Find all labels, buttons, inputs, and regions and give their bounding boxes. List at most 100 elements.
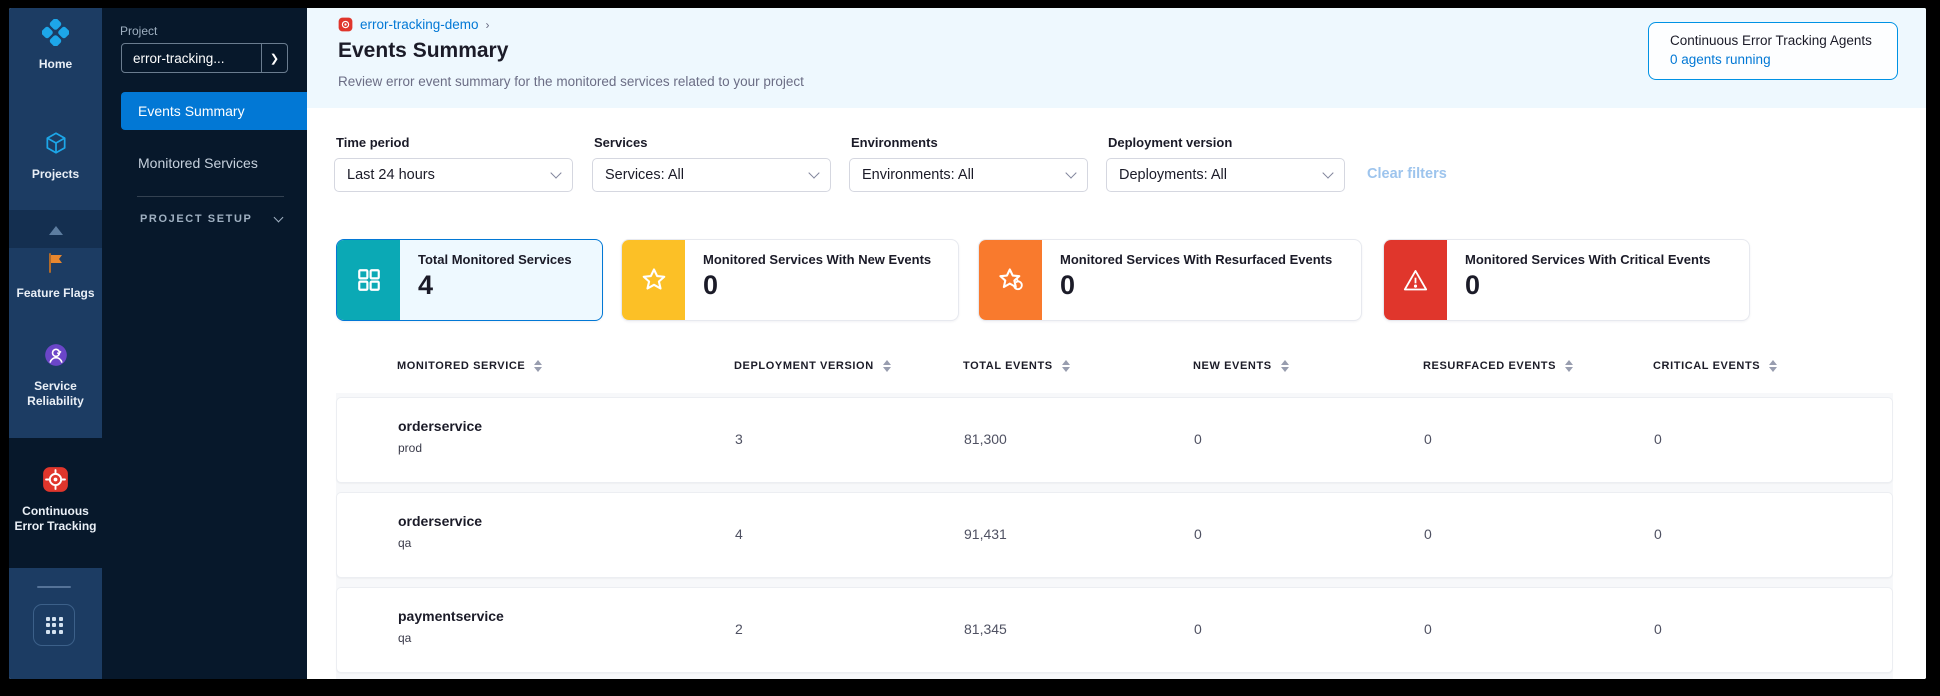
breadcrumb: error-tracking-demo › [338,17,490,32]
service-name: orderservice [398,418,483,434]
nav-item-label: Continuous Error Tracking [14,504,97,533]
column-header-resurfaced-events[interactable]: RESURFACED EVENTS [1423,360,1574,372]
card-total-monitored-services[interactable]: Total Monitored Services 4 [336,239,603,321]
deployments-dropdown[interactable]: Deployments: All [1106,158,1345,192]
card-label: Monitored Services With New Events [703,252,932,267]
card-value: 0 [1465,270,1481,300]
sort-icon [1061,360,1070,372]
chevron-down-icon [273,212,283,222]
nav-item-label: Service Reliability [27,379,84,408]
column-header-monitored-service[interactable]: MONITORED SERVICE [397,360,543,372]
deployment-version-cell: 2 [735,621,743,637]
resurfaced-events-cell: 0 [1424,431,1432,447]
nav-item-projects[interactable]: Projects [9,130,102,182]
table-row[interactable]: orderservice prod 3 81,300 0 0 0 [336,397,1893,483]
project-selector-value: error-tracking... [133,50,225,66]
table-row[interactable]: orderservice qa 4 91,431 0 0 0 [336,492,1893,578]
environments-dropdown[interactable]: Environments: All [849,158,1088,192]
time-period-dropdown[interactable]: Last 24 hours [334,158,573,192]
service-name: paymentservice [398,608,504,624]
column-header-label: MONITORED SERVICE [397,360,526,372]
project-label: Project [120,24,158,38]
service-cell: orderservice qa [398,513,482,550]
service-environment: qa [398,536,412,550]
star-refresh-icon [979,240,1042,320]
error-tracking-target-icon [42,466,69,498]
flag-icon [44,251,68,280]
service-environment: prod [398,441,423,455]
card-label: Monitored Services With Critical Events [1465,252,1711,267]
events-table: orderservice prod 3 81,300 0 0 0 orderse… [336,397,1893,679]
project-selector[interactable]: error-tracking... ❯ [121,43,288,73]
resurfaced-events-cell: 0 [1424,526,1432,542]
agents-status-title: Continuous Error Tracking Agents [1670,33,1872,48]
chevron-right-icon: ❯ [261,44,287,72]
project-setup-toggle[interactable]: PROJECT SETUP [140,212,283,225]
card-label: Monitored Services With Resurfaced Event… [1060,252,1333,267]
chevron-down-icon [1065,167,1077,179]
sidebar-item-label: Monitored Services [138,155,258,171]
chevron-down-icon [550,167,562,179]
sort-icon [1769,360,1778,372]
filter-label-services: Services [594,135,648,150]
column-header-label: NEW EVENTS [1193,360,1272,372]
grid-icon [45,616,63,634]
filter-label-environments: Environments [851,135,938,150]
nav-item-label: Projects [31,167,80,181]
nav-item-service-reliability[interactable]: Service Reliability [9,342,102,409]
service-name: orderservice [398,513,483,529]
total-events-cell: 81,300 [964,431,1007,447]
nav-item-home[interactable]: Home [9,18,102,72]
new-events-cell: 0 [1194,526,1202,542]
critical-events-cell: 0 [1654,621,1662,637]
table-row[interactable]: paymentservice qa 2 81,345 0 0 0 [336,587,1893,673]
filter-label-deployment-version: Deployment version [1108,135,1233,150]
nav-scroll-up-icon[interactable] [49,226,63,235]
filter-label-time-period: Time period [336,135,410,150]
card-label: Total Monitored Services [418,252,572,267]
sidebar-divider [137,196,284,197]
sidebar-item-monitored-services[interactable]: Monitored Services [121,144,307,182]
column-header-total-events[interactable]: TOTAL EVENTS [963,360,1070,372]
sort-icon [534,360,543,372]
nav-item-continuous-error-tracking[interactable]: Continuous Error Tracking [9,466,102,534]
time-period-value: Last 24 hours [347,167,435,183]
app-window: Home Projects Feature Flags [9,8,1926,679]
card-value: 0 [703,270,719,300]
nav-item-feature-flags[interactable]: Feature Flags [9,251,102,301]
error-tracking-target-icon [338,17,353,32]
nav-item-label: Feature Flags [16,286,95,300]
deployments-value: Deployments: All [1119,167,1227,183]
chevron-down-icon [808,167,820,179]
dashboard-grid-icon [337,240,400,320]
main-content: error-tracking-demo › Events Summary Rev… [307,8,1926,679]
agents-status-card: Continuous Error Tracking Agents 0 agent… [1648,22,1898,80]
nav-rail: Home Projects Feature Flags [9,8,102,679]
card-new-events[interactable]: Monitored Services With New Events 0 [621,239,959,321]
column-header-deployment-version[interactable]: DEPLOYMENT VERSION [734,360,891,372]
service-cell: paymentservice qa [398,608,504,645]
deployment-version-cell: 3 [735,431,743,447]
sidebar-item-events-summary[interactable]: Events Summary [121,92,307,130]
column-header-label: RESURFACED EVENTS [1423,360,1557,372]
breadcrumb-project-link[interactable]: error-tracking-demo [360,17,479,32]
project-sidebar: Project error-tracking... ❯ Events Summa… [102,8,307,679]
sort-icon [1565,360,1574,372]
column-header-critical-events[interactable]: CRITICAL EVENTS [1653,360,1778,372]
card-resurfaced-events[interactable]: Monitored Services With Resurfaced Event… [978,239,1362,321]
environments-value: Environments: All [862,167,975,183]
project-setup-label: PROJECT SETUP [140,213,253,225]
nav-item-label: Home [38,57,73,71]
column-header-label: CRITICAL EVENTS [1653,360,1761,372]
services-dropdown[interactable]: Services: All [592,158,831,192]
total-events-cell: 91,431 [964,526,1007,542]
column-header-new-events[interactable]: NEW EVENTS [1193,360,1289,372]
harness-logo-icon [41,18,70,51]
clear-filters-button[interactable]: Clear filters [1367,166,1447,182]
module-grid-button[interactable] [33,604,75,646]
agents-running-link[interactable]: 0 agents running [1670,52,1771,67]
card-value: 0 [1060,270,1076,300]
resurfaced-events-cell: 0 [1424,621,1432,637]
column-header-label: TOTAL EVENTS [963,360,1053,372]
card-critical-events[interactable]: Monitored Services With Critical Events … [1383,239,1750,321]
